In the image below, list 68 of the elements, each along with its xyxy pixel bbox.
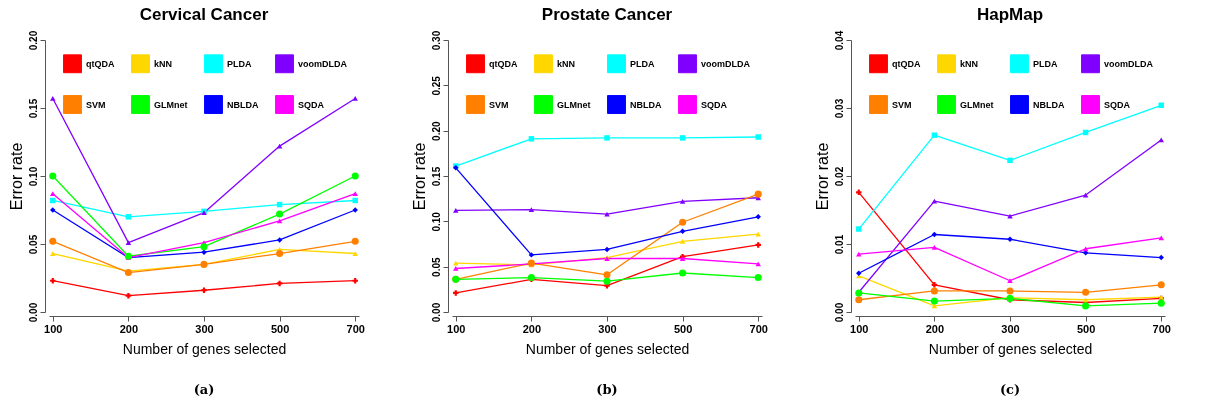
y-axis-title: Error rate: [410, 142, 428, 211]
x-tick-label: 500: [270, 322, 290, 335]
legend-label: kNN: [154, 58, 173, 69]
legend-label: qtQDA: [489, 58, 518, 69]
x-tick-label: 300: [598, 322, 617, 335]
x-tick-label: 500: [673, 322, 693, 335]
y-tick-label: 0.05: [27, 234, 39, 255]
y-tick-label: 0.10: [430, 211, 442, 232]
y-tick-label: 0.00: [833, 302, 845, 323]
x-axis-title: Number of genes selected: [525, 340, 690, 357]
legend-label: kNN: [557, 58, 576, 69]
legend-label: voomDLDA: [701, 58, 751, 69]
chart-title: HapMap: [976, 5, 1044, 25]
y-tick-label: 0.03: [833, 98, 845, 119]
x-tick-label: 100: [447, 322, 466, 335]
y-tick-label: 0.00: [27, 302, 39, 323]
y-tick-label: 0.30: [430, 30, 442, 51]
text: (c): [999, 382, 1021, 397]
legend-label: qtQDA: [892, 58, 921, 69]
x-axis-title: Number of genes selected: [928, 340, 1093, 357]
y-tick-label: 0.25: [430, 75, 442, 96]
x-tick-label: 700: [346, 322, 365, 335]
legend-label: SQDA: [298, 99, 325, 110]
legend-label: SVM: [892, 99, 912, 110]
y-axis-title: Error rate: [7, 142, 25, 211]
x-tick-label: 500: [1076, 322, 1096, 335]
text: (b): [596, 382, 618, 397]
y-tick-label: 0.10: [27, 166, 39, 187]
y-axis-title: Error rate: [813, 142, 831, 211]
legend-label: voomDLDA: [1104, 58, 1154, 69]
x-tick-label: 700: [1152, 322, 1171, 335]
x-tick-label: 200: [925, 322, 945, 335]
y-tick-label: 0.05: [430, 257, 442, 277]
x-axis-title: Number of genes selected: [122, 340, 287, 357]
text: (a): [193, 382, 215, 397]
legend-label: GLMnet: [557, 99, 591, 110]
x-tick-label: 700: [749, 322, 768, 335]
x-tick-label: 200: [522, 322, 542, 335]
legend-label: PLDA: [630, 58, 655, 69]
legend-label: qtQDA: [86, 58, 115, 69]
y-tick-label: 0.01: [833, 234, 845, 255]
legend-label: SQDA: [701, 99, 728, 110]
legend-label: kNN: [960, 58, 979, 69]
legend-label: NBLDA: [227, 99, 259, 110]
legend-label: PLDA: [1033, 58, 1058, 69]
legend-label: voomDLDA: [298, 58, 348, 69]
legend-label: PLDA: [227, 58, 252, 69]
x-tick-label: 100: [44, 322, 63, 335]
legend-label: NBLDA: [1033, 99, 1065, 110]
legend-label: NBLDA: [630, 99, 662, 110]
chart-title: Cervical Cancer: [139, 5, 269, 25]
y-tick-label: 0.20: [430, 121, 442, 141]
legend-label: SVM: [86, 99, 106, 110]
y-tick-label: 0.15: [27, 98, 39, 119]
x-tick-label: 300: [1001, 322, 1020, 335]
legend-label: SQDA: [1104, 99, 1131, 110]
x-tick-label: 100: [850, 322, 869, 335]
y-tick-label: 0.00: [430, 302, 442, 323]
chart-title: Prostate Cancer: [541, 5, 673, 25]
legend-label: GLMnet: [154, 99, 188, 110]
y-tick-label: 0.02: [833, 166, 845, 187]
x-tick-label: 300: [195, 322, 214, 335]
legend-label: SVM: [489, 99, 509, 110]
x-tick-label: 200: [119, 322, 139, 335]
legend-label: GLMnet: [960, 99, 994, 110]
y-tick-label: 0.04: [833, 30, 845, 51]
y-tick-label: 0.20: [27, 30, 39, 51]
y-tick-label: 0.15: [430, 166, 442, 187]
